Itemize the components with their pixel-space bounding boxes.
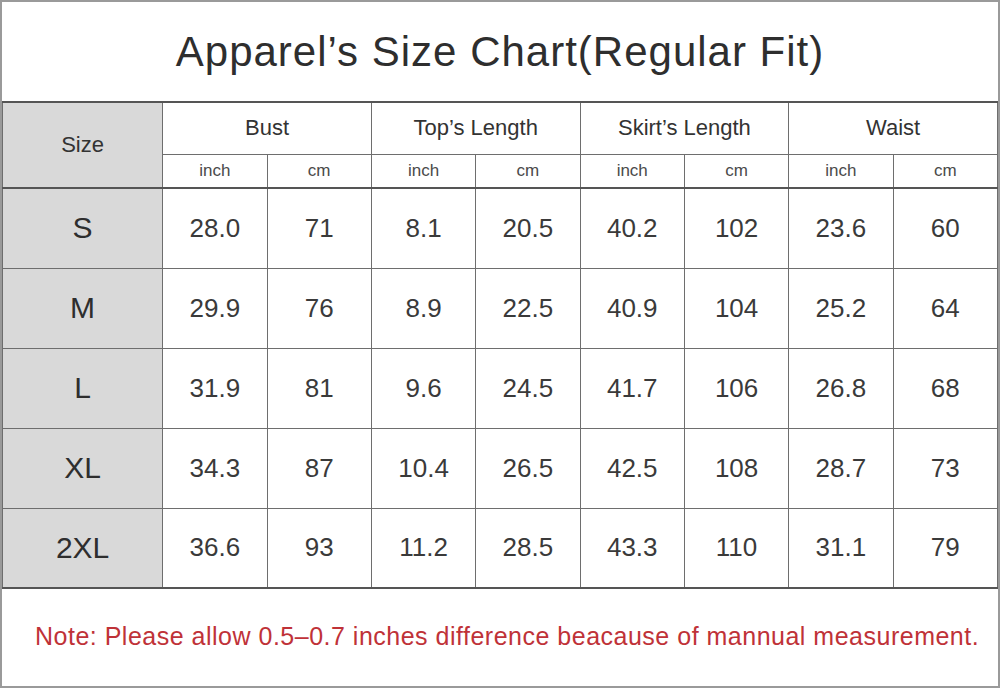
table-row-m: M 29.9 76 8.9 22.5 40.9 104 25.2 64 xyxy=(3,268,998,348)
value-cell: 40.2 xyxy=(580,188,684,268)
value-cell: 23.6 xyxy=(789,188,893,268)
value-cell: 8.1 xyxy=(371,188,475,268)
group-header-skirts-length: Skirt’s Length xyxy=(580,102,789,154)
value-cell: 64 xyxy=(893,268,997,348)
table-row-s: S 28.0 71 8.1 20.5 40.2 102 23.6 60 xyxy=(3,188,998,268)
page-title: Apparel’s Size Chart(Regular Fit) xyxy=(176,28,824,76)
value-cell: 22.5 xyxy=(476,268,580,348)
title-bar: Apparel’s Size Chart(Regular Fit) xyxy=(2,2,998,101)
unit-header: inch xyxy=(163,154,267,188)
value-cell: 79 xyxy=(893,508,997,588)
value-cell: 34.3 xyxy=(163,428,267,508)
group-header-bust: Bust xyxy=(163,102,372,154)
note-area: Note: Please allow 0.5–0.7 inches differ… xyxy=(2,589,998,684)
value-cell: 60 xyxy=(893,188,997,268)
value-cell: 106 xyxy=(684,348,788,428)
table-row-xl: XL 34.3 87 10.4 26.5 42.5 108 28.7 73 xyxy=(3,428,998,508)
unit-header: inch xyxy=(371,154,475,188)
value-cell: 26.5 xyxy=(476,428,580,508)
note-text: Note: Please allow 0.5–0.7 inches differ… xyxy=(35,622,979,651)
unit-header: cm xyxy=(684,154,788,188)
table-row-2xl: 2XL 36.6 93 11.2 28.5 43.3 110 31.1 79 xyxy=(3,508,998,588)
value-cell: 40.9 xyxy=(580,268,684,348)
value-cell: 10.4 xyxy=(371,428,475,508)
size-cell: XL xyxy=(3,428,163,508)
value-cell: 76 xyxy=(267,268,371,348)
value-cell: 28.5 xyxy=(476,508,580,588)
size-column-header: Size xyxy=(3,102,163,188)
unit-header: cm xyxy=(476,154,580,188)
value-cell: 110 xyxy=(684,508,788,588)
value-cell: 81 xyxy=(267,348,371,428)
size-chart-table: Size Bust Top’s Length Skirt’s Length Wa… xyxy=(2,101,998,589)
size-cell: 2XL xyxy=(3,508,163,588)
value-cell: 102 xyxy=(684,188,788,268)
size-cell: L xyxy=(3,348,163,428)
value-cell: 9.6 xyxy=(371,348,475,428)
value-cell: 68 xyxy=(893,348,997,428)
unit-header: cm xyxy=(267,154,371,188)
unit-header: inch xyxy=(580,154,684,188)
value-cell: 73 xyxy=(893,428,997,508)
group-header-row: Size Bust Top’s Length Skirt’s Length Wa… xyxy=(3,102,998,154)
value-cell: 42.5 xyxy=(580,428,684,508)
table-row-l: L 31.9 81 9.6 24.5 41.7 106 26.8 68 xyxy=(3,348,998,428)
value-cell: 28.7 xyxy=(789,428,893,508)
value-cell: 36.6 xyxy=(163,508,267,588)
value-cell: 87 xyxy=(267,428,371,508)
value-cell: 29.9 xyxy=(163,268,267,348)
value-cell: 24.5 xyxy=(476,348,580,428)
value-cell: 11.2 xyxy=(371,508,475,588)
value-cell: 8.9 xyxy=(371,268,475,348)
size-cell: M xyxy=(3,268,163,348)
group-header-tops-length: Top’s Length xyxy=(371,102,580,154)
value-cell: 31.9 xyxy=(163,348,267,428)
value-cell: 43.3 xyxy=(580,508,684,588)
value-cell: 41.7 xyxy=(580,348,684,428)
size-cell: S xyxy=(3,188,163,268)
value-cell: 104 xyxy=(684,268,788,348)
value-cell: 25.2 xyxy=(789,268,893,348)
unit-header: inch xyxy=(789,154,893,188)
value-cell: 28.0 xyxy=(163,188,267,268)
value-cell: 93 xyxy=(267,508,371,588)
value-cell: 31.1 xyxy=(789,508,893,588)
value-cell: 71 xyxy=(267,188,371,268)
group-header-waist: Waist xyxy=(789,102,998,154)
value-cell: 20.5 xyxy=(476,188,580,268)
unit-header: cm xyxy=(893,154,997,188)
size-chart-page: Apparel’s Size Chart(Regular Fit) Size B… xyxy=(0,0,1000,688)
value-cell: 26.8 xyxy=(789,348,893,428)
value-cell: 108 xyxy=(684,428,788,508)
